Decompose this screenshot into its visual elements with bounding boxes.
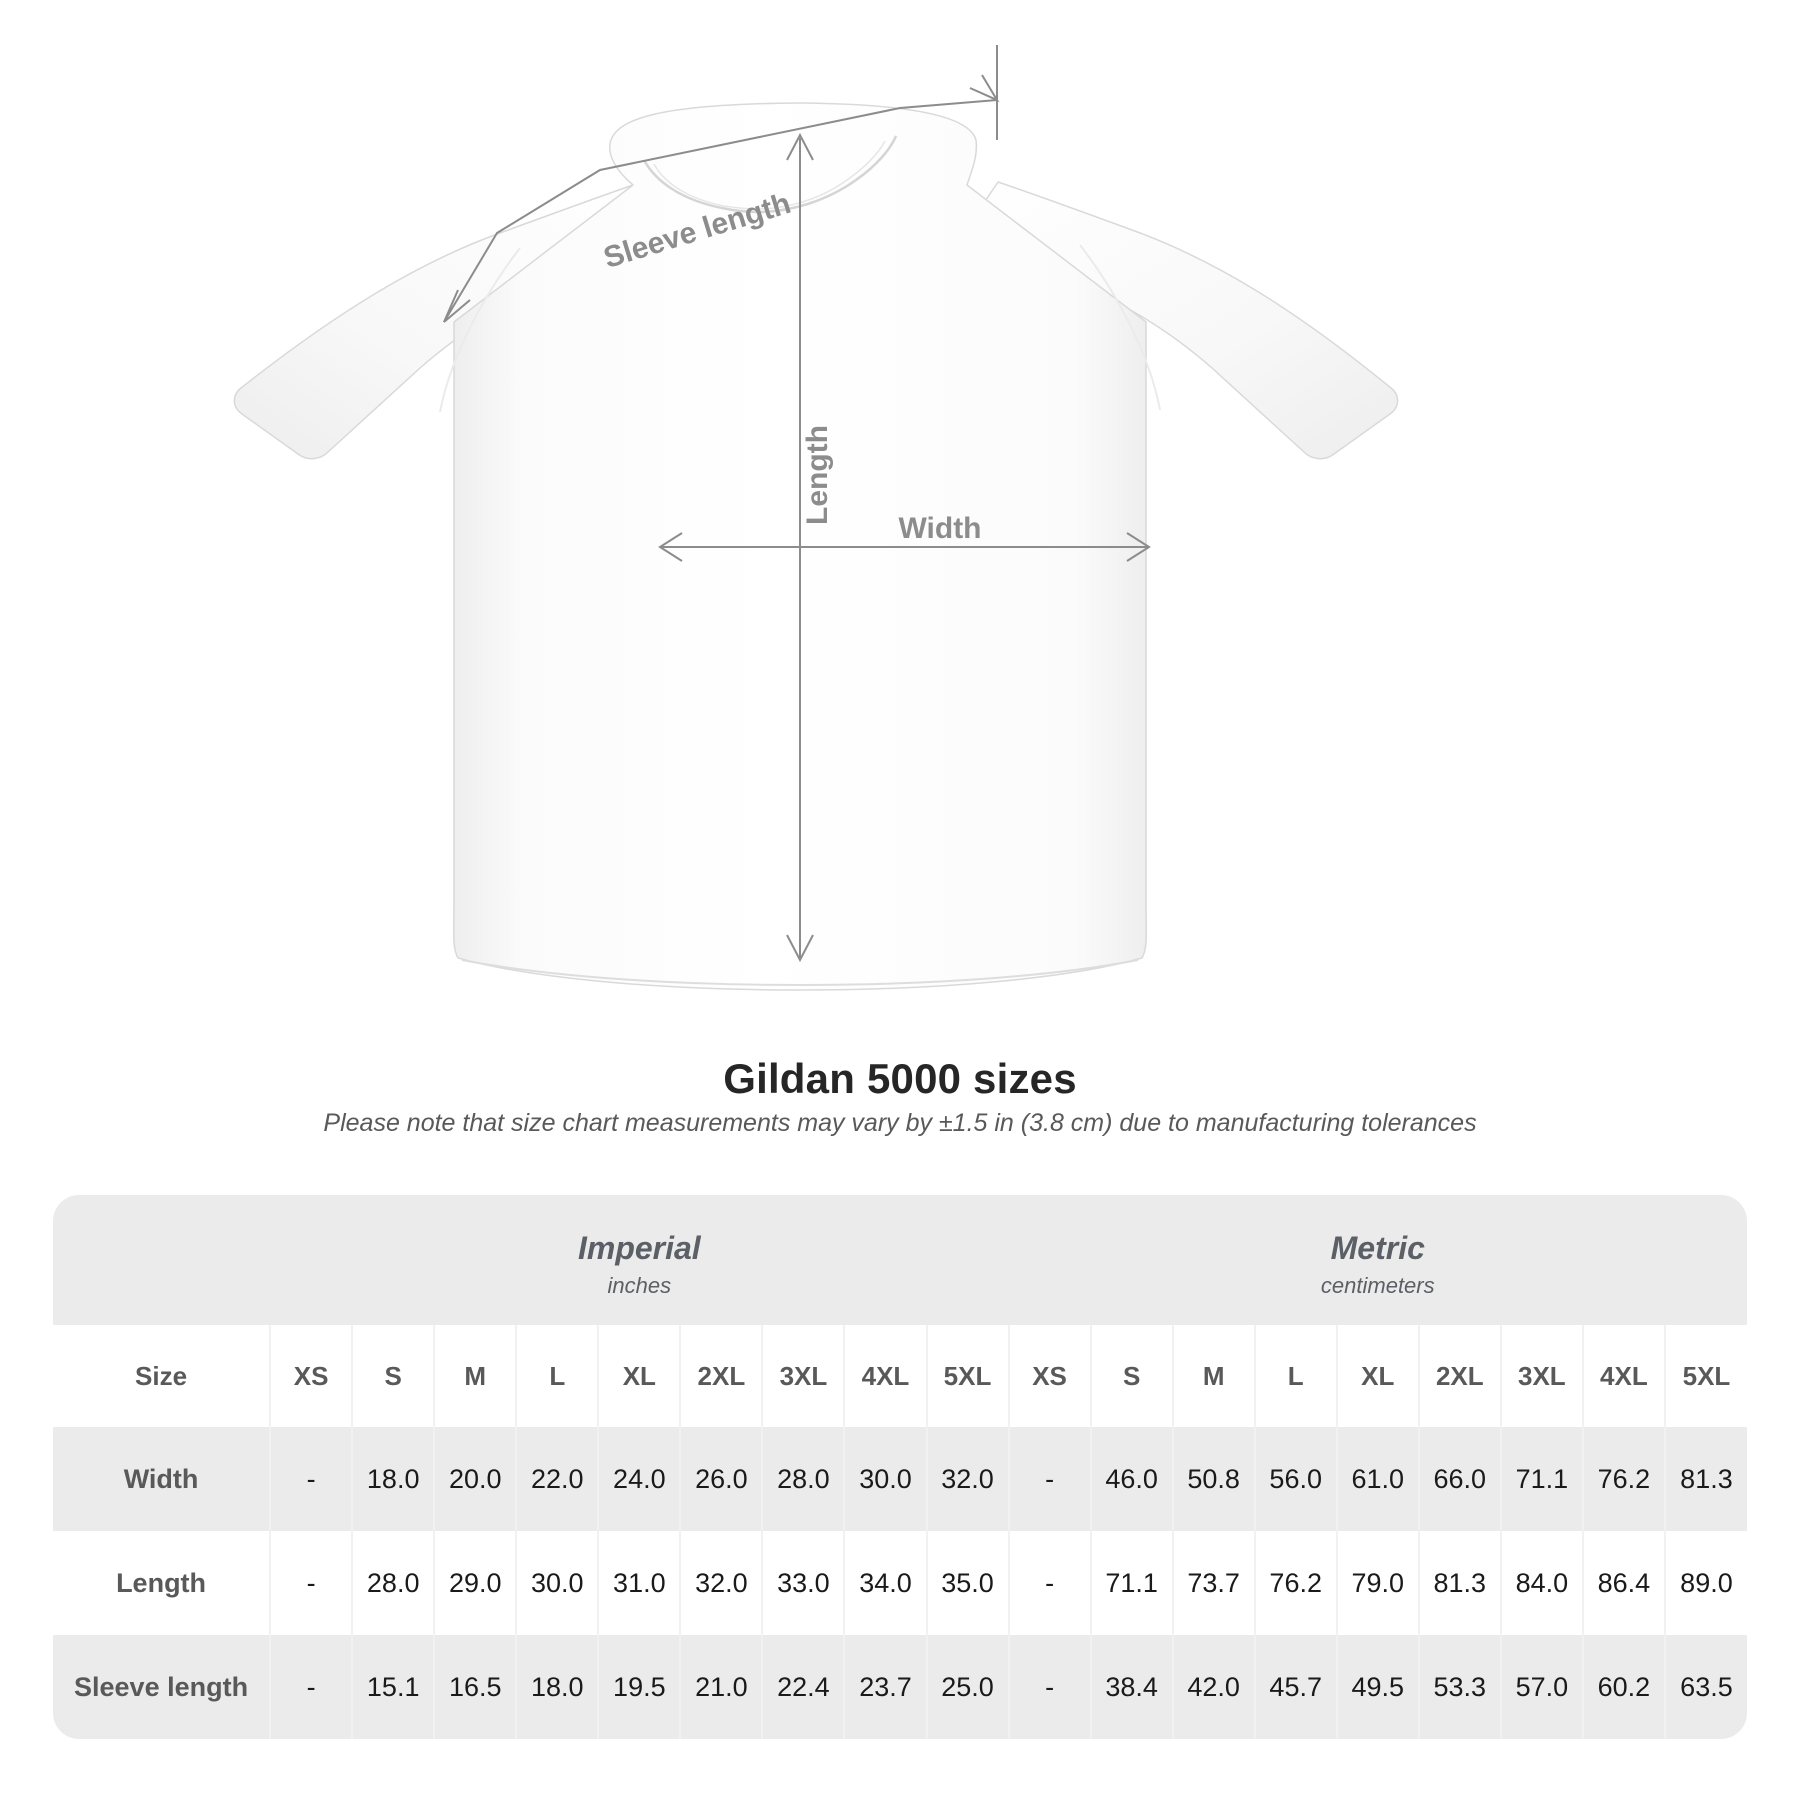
svg-text:Width: Width (898, 512, 981, 545)
svg-text:Length: Length (801, 425, 834, 525)
